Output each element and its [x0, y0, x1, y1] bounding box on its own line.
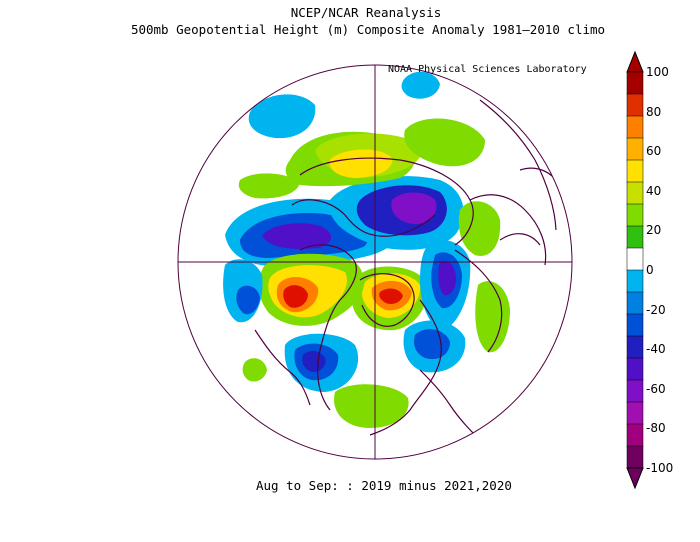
- colorbar-label: -60: [646, 381, 666, 396]
- anomaly-blob: [391, 192, 437, 225]
- colorbar-label: 80: [646, 104, 662, 119]
- coastlines: [254, 99, 561, 441]
- colorbar-swatch: [626, 313, 644, 337]
- colorbar-label: -40: [646, 342, 666, 357]
- anomaly-blob: [401, 71, 440, 99]
- anomaly-blob: [302, 350, 326, 372]
- colorbar-swatch: [626, 115, 644, 139]
- anomaly-blob: [248, 94, 316, 139]
- anomaly-blob: [236, 285, 260, 315]
- colorbar-swatch: [626, 291, 644, 315]
- anomaly-blob: [334, 384, 409, 428]
- colorbar-label: -80: [646, 421, 666, 436]
- colorbar-label: 100: [646, 65, 669, 79]
- colorbar-swatch: [626, 401, 644, 425]
- colorbar-swatch: [626, 423, 644, 447]
- colorbar-swatch: [626, 93, 644, 117]
- colorbar-swatch: [626, 181, 644, 205]
- anomaly-blob: [242, 358, 267, 382]
- colorbar-swatch: [626, 335, 644, 359]
- anomaly-blob: [262, 223, 332, 249]
- anomaly-field: [223, 71, 510, 428]
- colorbar-swatch: [626, 445, 644, 469]
- colorbar-top-arrow: [626, 50, 644, 73]
- colorbar-swatch: [626, 159, 644, 183]
- colorbar-swatch: [626, 137, 644, 161]
- colorbar-swatch: [626, 247, 644, 271]
- anomaly-blob: [329, 149, 393, 178]
- colorbar-label: -100: [646, 461, 674, 475]
- colorbar-swatch: [626, 269, 644, 293]
- colorbar-swatch: [626, 203, 644, 227]
- colorbar-swatch: [626, 225, 644, 249]
- map-grid: [177, 64, 573, 460]
- colorbar-label: 40: [646, 183, 662, 198]
- anomaly-blob: [238, 173, 300, 199]
- title-line-1: NCEP/NCAR Reanalysis: [290, 5, 442, 20]
- period-caption: Aug to Sep: : 2019 minus 2021,2020: [256, 478, 512, 493]
- title-line-2: 500mb Geopotential Height (m) Composite …: [130, 22, 606, 37]
- anomaly-blob: [379, 288, 403, 304]
- anomaly-blob: [458, 201, 501, 256]
- anomaly-blob: [404, 118, 485, 167]
- lab-label: NOAA Physical Sciences Laboratory: [388, 64, 587, 75]
- colorbar-swatch: [626, 357, 644, 381]
- anomaly-blob: [438, 260, 456, 296]
- colorbar-swatch: [626, 71, 644, 95]
- colorbar-label: -20: [646, 302, 666, 317]
- colorbar-label: 20: [646, 223, 662, 238]
- colorbar: [626, 50, 644, 490]
- anomaly-blob: [283, 285, 308, 308]
- colorbar-label: 0: [646, 263, 654, 277]
- colorbar-label: 60: [646, 144, 662, 159]
- colorbar-swatch: [626, 379, 644, 403]
- anomaly-blob: [475, 281, 510, 353]
- colorbar-bottom-arrow: [626, 467, 644, 490]
